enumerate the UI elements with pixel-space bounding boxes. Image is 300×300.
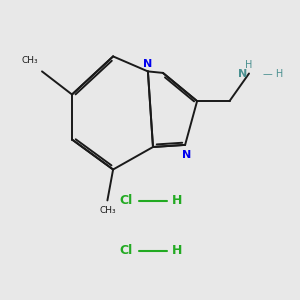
Text: H: H xyxy=(172,194,182,208)
Text: CH₃: CH₃ xyxy=(22,56,38,65)
Text: Cl: Cl xyxy=(119,244,133,257)
Text: CH₃: CH₃ xyxy=(99,206,116,215)
Text: Cl: Cl xyxy=(119,194,133,208)
Text: N: N xyxy=(182,150,191,160)
Text: — H: — H xyxy=(263,69,284,79)
Text: H: H xyxy=(172,244,182,257)
Text: H: H xyxy=(245,60,253,70)
Text: N: N xyxy=(143,59,152,69)
Text: N: N xyxy=(238,69,248,80)
